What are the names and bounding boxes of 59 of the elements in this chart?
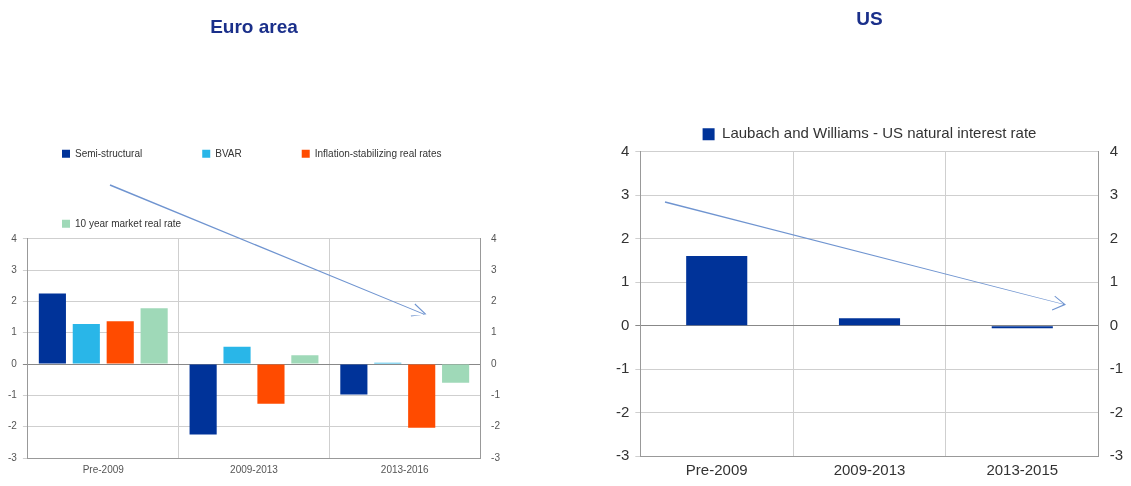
- bar: [189, 364, 217, 435]
- y-tick-label: 0: [620, 315, 630, 333]
- bar: [686, 256, 748, 326]
- y2-tick-label: -1: [1109, 359, 1124, 377]
- legend-label: Semi-structural: [75, 147, 143, 159]
- y2-tick-label: 2: [491, 295, 498, 307]
- y2-tick-label: -3: [491, 451, 501, 463]
- y-tick-label: -2: [615, 402, 630, 420]
- chart-title: Euro area: [210, 15, 299, 37]
- bar: [72, 323, 100, 364]
- y2-tick-label: 4: [491, 232, 498, 244]
- y2-tick-label: -2: [491, 420, 501, 432]
- legend-label: Inflation-stabilizing real rates: [314, 147, 442, 159]
- y2-tick-label: -3: [1109, 446, 1124, 464]
- bar: [991, 326, 1053, 329]
- y2-tick-label: 1: [1109, 272, 1119, 290]
- y2-tick-label: -1: [491, 389, 501, 401]
- y2-tick-label: 3: [1109, 185, 1119, 203]
- bar: [408, 364, 436, 428]
- y2-tick-label: 0: [1109, 315, 1119, 333]
- legend-label: 10 year market real rate: [75, 217, 182, 229]
- y-tick-label: 4: [11, 232, 18, 244]
- bar: [257, 364, 285, 404]
- y-tick-label: -1: [615, 359, 630, 377]
- y-tick-label: 4: [620, 141, 630, 159]
- y-tick-label: 3: [620, 185, 630, 203]
- x-tick-label: Pre-2009: [82, 463, 125, 475]
- bar: [140, 308, 168, 364]
- y2-tick-label: 3: [491, 263, 498, 275]
- y-tick-label: -3: [7, 451, 18, 463]
- legend-label: Laubach and Williams - US natural interest rate: [722, 124, 1037, 142]
- y2-tick-label: 2: [1109, 228, 1119, 246]
- bar: [442, 364, 470, 383]
- bar: [838, 318, 901, 326]
- chart-title: US: [856, 7, 883, 29]
- bar: [38, 293, 66, 364]
- y-tick-label: -1: [7, 389, 18, 401]
- y2-tick-label: 0: [491, 357, 498, 369]
- y2-tick-label: 1: [491, 326, 498, 338]
- y-tick-label: 2: [620, 228, 630, 246]
- y2-tick-label: -2: [1109, 402, 1124, 420]
- y-tick-label: 2: [11, 295, 18, 307]
- y-tick-label: 1: [620, 272, 630, 290]
- y-tick-label: 3: [11, 263, 18, 275]
- y2-tick-label: 4: [1109, 141, 1119, 159]
- x-tick-label: 2009-2013: [230, 463, 279, 475]
- y-tick-label: 0: [11, 357, 18, 369]
- bar: [291, 355, 319, 364]
- x-tick-label: 2009-2013: [833, 461, 906, 479]
- x-tick-label: Pre-2009: [685, 461, 748, 479]
- bar: [106, 321, 134, 364]
- bar: [340, 364, 368, 395]
- legend-label: BVAR: [215, 147, 242, 159]
- bar: [223, 346, 251, 364]
- x-tick-label: 2013-2015: [986, 461, 1059, 479]
- y-tick-label: 1: [11, 326, 18, 338]
- x-tick-label: 2013-2016: [380, 463, 430, 475]
- y-tick-label: -3: [615, 446, 630, 464]
- y-tick-label: -2: [7, 420, 18, 432]
